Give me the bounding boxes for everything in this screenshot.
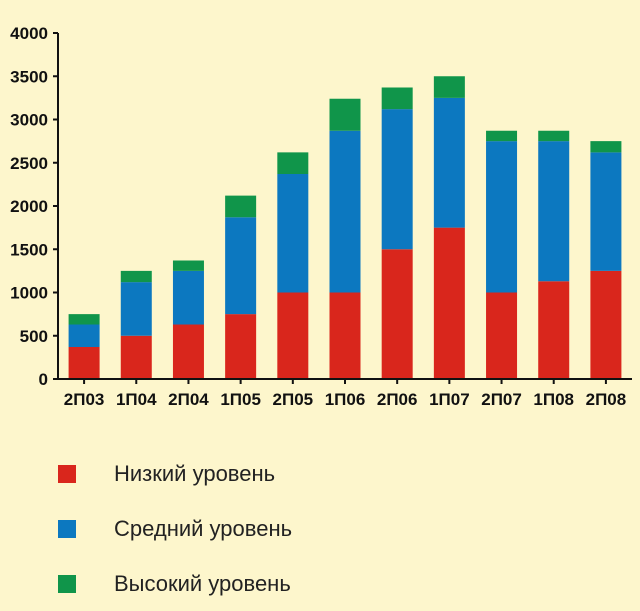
bar-segment-high bbox=[172, 260, 204, 271]
x-tick-label: 2П06 bbox=[377, 390, 418, 409]
bar-segment-medium bbox=[381, 109, 413, 250]
y-tick-label: 2500 bbox=[10, 154, 48, 173]
x-axis: 2П03 1П04 2П04 1П05 2П05 1П06 2П06 1П07 2П07 1П08… bbox=[58, 378, 632, 409]
x-tick-label: 2П08 bbox=[586, 390, 627, 409]
y-tick-label: 4000 bbox=[10, 24, 48, 43]
bar-segment-high bbox=[225, 195, 257, 218]
bar-segment-low bbox=[590, 270, 622, 379]
x-tick-label: 1П08 bbox=[533, 390, 574, 409]
bar-segment-low bbox=[68, 346, 100, 379]
y-tick-label: 3000 bbox=[10, 111, 48, 130]
x-tick-label: 1П04 bbox=[116, 390, 157, 409]
y-tick-label: 0 bbox=[39, 370, 48, 389]
bar-segment-high bbox=[120, 270, 152, 283]
x-tick-label: 2П04 bbox=[168, 390, 209, 409]
legend-swatch-high bbox=[58, 574, 76, 593]
x-tick-label: 1П05 bbox=[220, 390, 261, 409]
x-tick-label: 2П05 bbox=[273, 390, 314, 409]
x-tick-label: 1П07 bbox=[429, 390, 470, 409]
bars bbox=[68, 76, 622, 379]
legend-label-high: Высокий уровень bbox=[114, 570, 291, 596]
bar-segment-medium bbox=[172, 270, 204, 325]
stacked-bar-chart: 0 500 1000 1500 2000 2500 3000 3500 4000 2П03 1П0… bbox=[10, 24, 632, 409]
y-tick-label: 2000 bbox=[10, 197, 48, 216]
y-tick-label: 1000 bbox=[10, 284, 48, 303]
legend-label-low: Низкий уровень bbox=[114, 460, 276, 486]
x-tick-label: 2П03 bbox=[64, 390, 105, 409]
bar-segment-high bbox=[381, 87, 413, 110]
bar-segment-high bbox=[590, 141, 622, 153]
bar-segment-low bbox=[538, 281, 570, 379]
bar-segment-medium bbox=[120, 282, 152, 336]
y-tick-label: 1500 bbox=[10, 240, 48, 259]
bar-segment-high bbox=[329, 98, 361, 131]
bar-segment-medium bbox=[538, 141, 570, 282]
bar-segment-low bbox=[120, 335, 152, 379]
x-tick-label: 1П06 bbox=[325, 390, 366, 409]
legend-swatch-medium bbox=[58, 519, 76, 538]
bar-segment-low bbox=[277, 292, 309, 379]
x-tick-label: 2П07 bbox=[481, 390, 522, 409]
bar-segment-low bbox=[329, 292, 361, 379]
bar-segment-medium bbox=[68, 324, 100, 347]
bar-segment-high bbox=[277, 152, 309, 174]
bar-segment-medium bbox=[433, 97, 465, 228]
legend-item-low: Низкий уровень bbox=[58, 446, 292, 501]
bar-segment-high bbox=[486, 130, 518, 142]
bar-segment-low bbox=[225, 314, 257, 379]
bar-segment-high bbox=[68, 314, 100, 325]
bar-segment-medium bbox=[486, 141, 518, 293]
y-axis: 0 500 1000 1500 2000 2500 3000 3500 4000 bbox=[10, 24, 59, 389]
y-tick-label: 3500 bbox=[10, 67, 48, 86]
legend-swatch-low bbox=[58, 464, 76, 483]
bar-segment-medium bbox=[329, 130, 361, 293]
y-tick-label: 500 bbox=[20, 327, 48, 346]
bar-segment-low bbox=[486, 292, 518, 379]
bar-segment-medium bbox=[590, 152, 622, 271]
legend-item-medium: Средний уровень bbox=[58, 501, 292, 556]
bar-segment-low bbox=[433, 227, 465, 379]
bar-segment-high bbox=[433, 76, 465, 98]
bar-segment-medium bbox=[225, 217, 257, 315]
legend-label-medium: Средний уровень bbox=[114, 515, 293, 541]
bar-segment-medium bbox=[277, 173, 309, 293]
bar-segment-low bbox=[172, 324, 204, 379]
legend-item-high: Высокий уровень bbox=[58, 556, 292, 611]
bar-segment-high bbox=[538, 130, 570, 142]
bar-segment-low bbox=[381, 249, 413, 379]
legend: Низкий уровень Средний уровень Высокий у… bbox=[58, 446, 292, 611]
